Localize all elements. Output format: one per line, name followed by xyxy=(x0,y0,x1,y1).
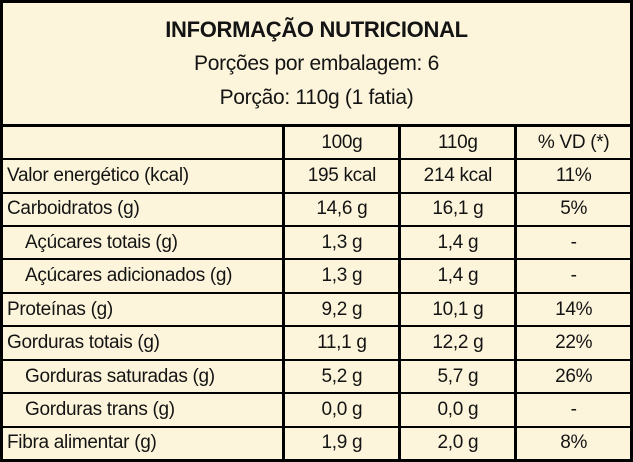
value-100g: 1,3 g xyxy=(282,225,402,261)
servings-per-package: Porções por embalagem: 6 xyxy=(194,51,439,75)
column-header-110g: 110g xyxy=(398,127,518,161)
column-header-vd: % VD (*) xyxy=(514,127,630,161)
table-row: Gorduras totais (g) 11,1 g 12,2 g 22% xyxy=(3,325,630,361)
table-row: Açúcares adicionados (g) 1,3 g 1,4 g - xyxy=(3,258,630,294)
value-110g: 1,4 g xyxy=(398,258,518,294)
table-row: Fibra alimentar (g) 1,9 g 2,0 g 8% xyxy=(3,425,630,459)
table-row: Valor energético (kcal) 195 kcal 214 kca… xyxy=(3,158,630,194)
value-100g: 195 kcal xyxy=(282,158,402,194)
row-label: Proteínas (g) xyxy=(3,291,286,328)
value-100g: 1,9 g xyxy=(282,425,402,459)
value-vd: 8% xyxy=(514,425,630,459)
nutrition-table: 100g 110g % VD (*) Valor energético (kca… xyxy=(3,127,630,459)
value-100g: 0,0 g xyxy=(282,392,402,428)
value-100g: 9,2 g xyxy=(282,291,402,328)
column-header-100g: 100g xyxy=(282,127,402,161)
row-label: Açúcares totais (g) xyxy=(3,225,286,261)
value-100g: 14,6 g xyxy=(282,191,402,228)
value-110g: 10,1 g xyxy=(398,291,518,328)
row-label: Carboidratos (g) xyxy=(3,191,286,228)
value-110g: 214 kcal xyxy=(398,158,518,194)
value-100g: 5,2 g xyxy=(282,358,402,395)
label-header: INFORMAÇÃO NUTRICIONAL Porções por embal… xyxy=(3,3,630,127)
value-vd: 14% xyxy=(514,291,630,328)
value-vd: 22% xyxy=(514,325,630,361)
row-label: Açúcares adicionados (g) xyxy=(3,258,286,294)
value-110g: 5,7 g xyxy=(398,358,518,395)
row-label: Fibra alimentar (g) xyxy=(3,425,286,459)
row-label: Valor energético (kcal) xyxy=(3,158,286,194)
value-100g: 1,3 g xyxy=(282,258,402,294)
table-header-row: 100g 110g % VD (*) xyxy=(3,127,630,161)
value-110g: 0,0 g xyxy=(398,392,518,428)
value-100g: 11,1 g xyxy=(282,325,402,361)
row-label: Gorduras trans (g) xyxy=(3,392,286,428)
value-110g: 1,4 g xyxy=(398,225,518,261)
value-vd: - xyxy=(514,258,630,294)
column-header-nutrient xyxy=(3,127,286,161)
table-row: Proteínas (g) 9,2 g 10,1 g 14% xyxy=(3,291,630,328)
value-vd: 5% xyxy=(514,191,630,228)
table-row: Açúcares totais (g) 1,3 g 1,4 g - xyxy=(3,225,630,261)
table-row: Gorduras saturadas (g) 5,2 g 5,7 g 26% xyxy=(3,358,630,395)
value-vd: - xyxy=(514,392,630,428)
row-label: Gorduras saturadas (g) xyxy=(3,358,286,395)
value-110g: 16,1 g xyxy=(398,191,518,228)
value-110g: 12,2 g xyxy=(398,325,518,361)
table-row: Carboidratos (g) 14,6 g 16,1 g 5% xyxy=(3,191,630,228)
value-vd: 26% xyxy=(514,358,630,395)
serving-size: Porção: 110g (1 fatia) xyxy=(219,85,414,109)
value-vd: - xyxy=(514,225,630,261)
table-row: Gorduras trans (g) 0,0 g 0,0 g - xyxy=(3,392,630,428)
row-label: Gorduras totais (g) xyxy=(3,325,286,361)
label-title: INFORMAÇÃO NUTRICIONAL xyxy=(165,16,468,42)
value-110g: 2,0 g xyxy=(398,425,518,459)
value-vd: 11% xyxy=(514,158,630,194)
